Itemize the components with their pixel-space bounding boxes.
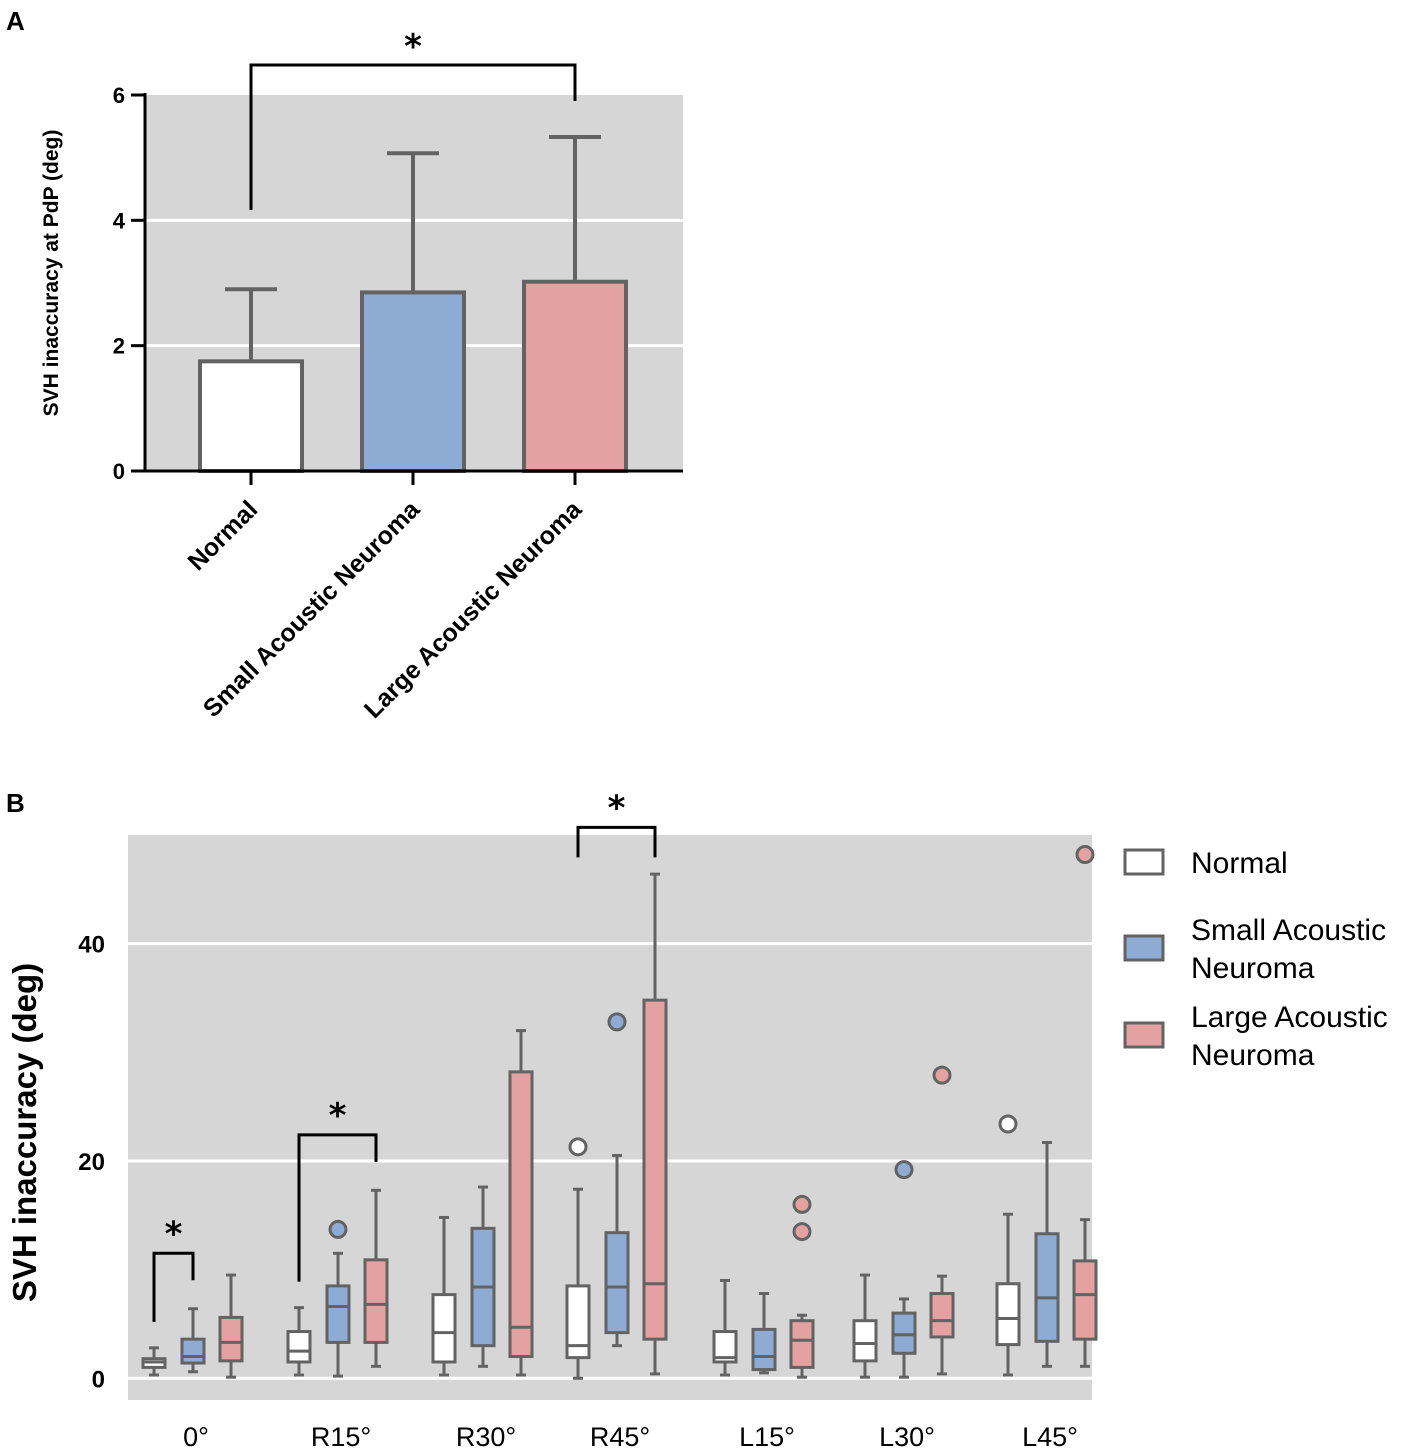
legend-label-0: Normal: [1191, 847, 1288, 880]
y-tick-label-a-1: 2: [113, 334, 125, 359]
legend-label-2-line2: Neuroma: [1191, 1039, 1315, 1072]
x-tick-label-b-4: L15°: [739, 1422, 795, 1452]
box-4-2: [789, 1319, 815, 1369]
box-6-2-outlier-0: [1075, 845, 1095, 865]
significance-bracket-a-0: [249, 63, 577, 210]
box-1-1: [325, 1284, 351, 1344]
box-6-0: [995, 1282, 1021, 1347]
legend-label-1-line1: Small Acoustic: [1191, 914, 1386, 947]
box-2-0: [431, 1293, 457, 1364]
box-4-1: [751, 1327, 777, 1372]
box-4-2-outlier-1: [792, 1222, 812, 1242]
box-6-2: [1072, 1259, 1098, 1341]
box-5-2-outlier-0: [932, 1065, 952, 1085]
y-axis-label-b: SVH inaccuracy (deg): [6, 963, 43, 1302]
significance-bracket-b-2: [576, 825, 657, 858]
x-tick-label-b-2: R30°: [456, 1422, 516, 1452]
significance-star-b-0: *: [165, 1214, 183, 1254]
significance-bracket-b-0: [152, 1251, 195, 1322]
legend-label-1-line2: Neuroma: [1191, 952, 1315, 985]
significance-bracket-b-1: [297, 1133, 378, 1282]
box-3-0-outlier-0: [568, 1137, 588, 1157]
significance-star-a-0: *: [404, 27, 422, 67]
legend-label-2-line1: Large Acoustic: [1191, 1001, 1388, 1034]
box-5-0: [852, 1319, 878, 1363]
x-tick-label-b-3: R45°: [590, 1422, 650, 1452]
legend-swatch-0: [1123, 848, 1165, 876]
box-2-2: [508, 1070, 534, 1359]
bar-1: [360, 290, 466, 473]
y-tick-label-b-0: 0: [92, 1366, 105, 1393]
category-label-0: Normal: [183, 495, 264, 576]
y-axis-label-a: SVH inaccuracy at PdP (deg): [40, 130, 63, 417]
y-tick-label-a-0: 0: [113, 459, 125, 484]
box-6-0-outlier-0: [998, 1114, 1018, 1134]
bar-2: [522, 279, 628, 473]
box-5-2: [929, 1292, 955, 1339]
y-tick-label-b-2: 40: [78, 932, 105, 959]
panel-b-box-chart: 0 20 40 SVH inaccuracy (deg) 0° R15° R30° R45° L…: [6, 788, 1098, 1452]
y-tick-label-a-3: 6: [113, 83, 125, 108]
box-1-2: [363, 1258, 389, 1344]
box-5-1: [891, 1311, 917, 1355]
box-5-1-outlier-0: [894, 1160, 914, 1180]
box-3-1: [604, 1231, 630, 1335]
box-4-2-outlier-0: [792, 1194, 812, 1214]
box-3-0: [565, 1284, 591, 1360]
x-tick-label-b-1: R15°: [311, 1422, 371, 1452]
legend-swatch-1: [1123, 934, 1165, 962]
legend-swatch-2: [1123, 1021, 1165, 1049]
box-3-1-outlier-0: [607, 1012, 627, 1032]
y-tick-label-a-2: 4: [113, 208, 126, 233]
panel-label-a: A: [6, 6, 25, 36]
x-tick-label-b-6: L45°: [1022, 1422, 1078, 1452]
significance-star-b-1: *: [329, 1096, 347, 1136]
box-6-1: [1034, 1232, 1060, 1343]
box-3-2: [642, 998, 668, 1341]
panel-b-legend: Normal Small Acoustic Neuroma Large Acousti…: [1123, 847, 1388, 1072]
box-1-1-outlier-0: [328, 1219, 348, 1239]
x-tick-label-b-5: L30°: [879, 1422, 935, 1452]
box-4-0: [712, 1330, 738, 1364]
box-0-1: [180, 1337, 206, 1365]
significance-star-b-2: *: [608, 788, 626, 828]
bar-0: [198, 359, 304, 474]
box-1-0: [286, 1330, 312, 1364]
x-tick-label-b-0: 0°: [183, 1422, 209, 1452]
panel-label-b: B: [6, 788, 25, 818]
y-tick-label-b-1: 20: [78, 1149, 105, 1176]
box-0-2: [218, 1315, 244, 1363]
